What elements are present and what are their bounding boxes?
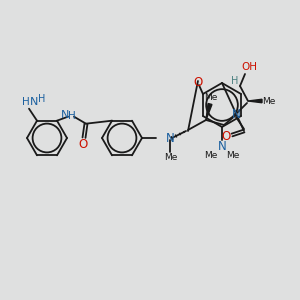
Text: O: O [193,76,203,88]
Polygon shape [248,99,262,103]
Text: O: O [221,130,231,143]
Text: Me: Me [204,92,218,101]
Text: Me: Me [262,97,276,106]
Text: Me: Me [204,151,218,160]
Text: N: N [232,109,240,122]
Text: N: N [61,110,69,120]
Text: O: O [78,138,88,151]
Text: Me: Me [164,154,178,163]
Text: N: N [30,97,38,107]
Text: N: N [218,140,226,154]
Text: N: N [166,131,174,145]
Text: H: H [22,97,30,107]
Text: H: H [231,76,239,86]
Text: H: H [38,94,46,104]
Text: Me: Me [226,151,240,160]
Polygon shape [206,103,212,120]
Text: OH: OH [241,62,257,72]
Text: H: H [68,111,76,121]
